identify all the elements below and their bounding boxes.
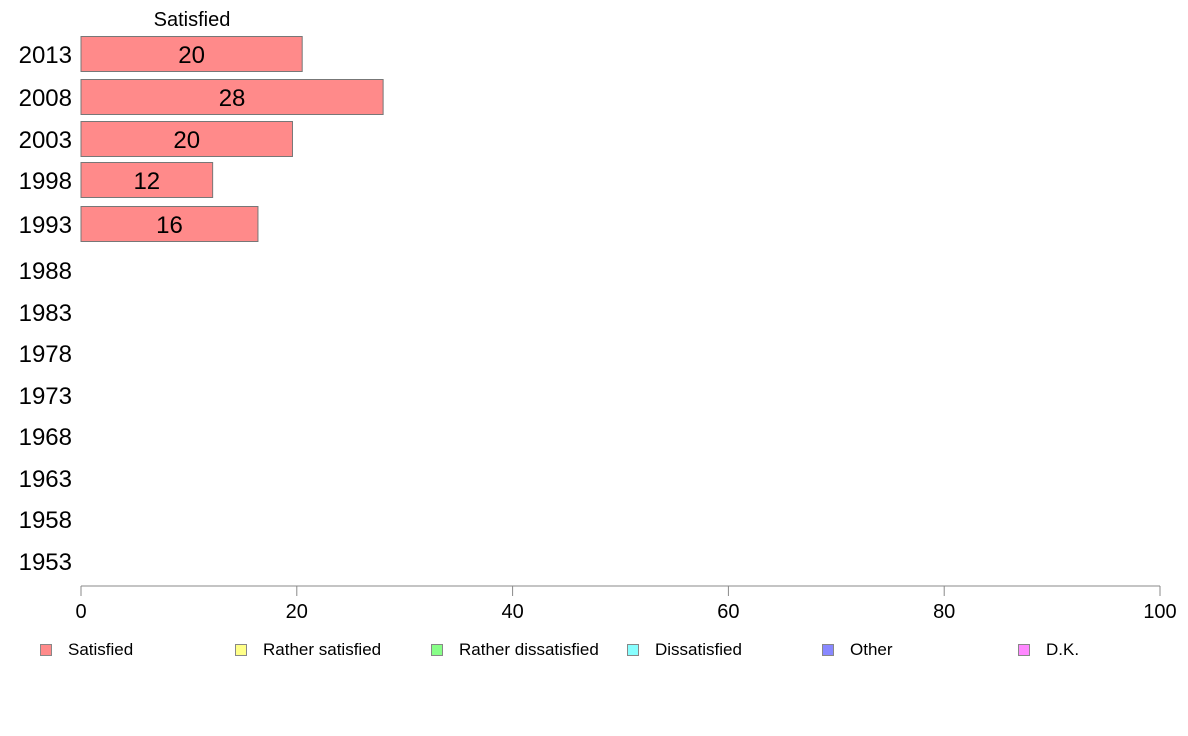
legend: Satisfied Rather satisfied Rather dissatis… (0, 636, 1188, 666)
y-tick-label: 1973 (19, 383, 72, 410)
bar (80, 36, 303, 72)
x-tick-label: 40 (501, 601, 523, 623)
legend-item: D.K. (1018, 636, 1079, 664)
y-tick-label: 1953 (19, 549, 72, 576)
y-tick-label: 1993 (19, 212, 72, 239)
legend-item: Satisfied (40, 636, 133, 664)
bar (80, 121, 293, 157)
legend-label: Rather dissatisfied (459, 640, 599, 659)
legend-swatch (1018, 644, 1030, 656)
legend-label: Rather satisfied (263, 640, 382, 659)
bar-value-label: 12 (133, 168, 160, 195)
legend-item: Other (822, 636, 893, 664)
bar (80, 206, 259, 242)
bar (80, 162, 214, 198)
x-tick-label: 80 (933, 601, 955, 623)
legend-label: D.K. (1046, 640, 1080, 659)
y-tick-label: 1978 (19, 341, 72, 368)
column-header: Satisfied (154, 9, 231, 31)
y-tick-label: 1968 (19, 424, 72, 451)
legend-label: Other (850, 640, 893, 659)
bar-value-label: 20 (178, 42, 205, 69)
y-tick-label: 1963 (19, 466, 72, 493)
y-tick-label: 1998 (19, 168, 72, 195)
legend-swatch (431, 644, 443, 656)
y-tick-label: 2003 (19, 127, 72, 154)
y-tick-label: 1988 (19, 258, 72, 285)
legend-swatch (235, 644, 247, 656)
legend-swatch (822, 644, 834, 656)
legend-swatch (40, 644, 52, 656)
bar-value-label: 16 (156, 212, 183, 239)
legend-swatch (627, 644, 639, 656)
x-tick-label: 60 (717, 601, 739, 623)
legend-item: Rather dissatisfied (431, 636, 599, 664)
y-tick-label: 1983 (19, 300, 72, 327)
y-tick-label: 1958 (19, 507, 72, 534)
legend-item: Dissatisfied (627, 636, 742, 664)
y-tick-label: 2008 (19, 85, 72, 112)
chart: Satisfied 2013 2008 2003 1998 1993 1988 1983 197… (19, 9, 1177, 623)
bar-value-label: 28 (219, 85, 246, 112)
bar (80, 79, 384, 115)
legend-item: Rather satisfied (235, 636, 381, 664)
x-tick-label: 100 (1143, 601, 1176, 623)
legend-label: Satisfied (68, 640, 134, 659)
y-tick-label: 2013 (19, 42, 72, 69)
x-tick-label: 0 (75, 601, 86, 623)
legend-label: Dissatisfied (655, 640, 742, 659)
x-tick-label: 20 (286, 601, 308, 623)
bar-value-label: 20 (173, 127, 200, 154)
